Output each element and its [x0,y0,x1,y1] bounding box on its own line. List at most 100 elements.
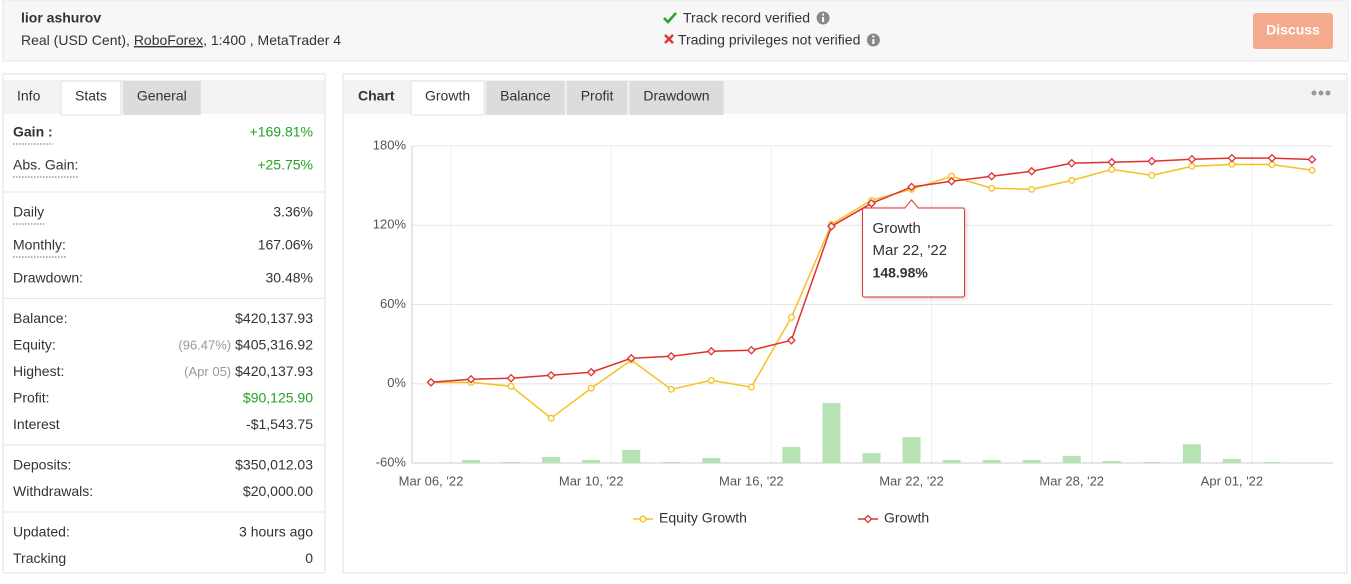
y-tick-label: 60% [380,296,406,311]
point [546,370,556,380]
tab[interactable] [566,81,628,115]
point [547,414,555,422]
tab-group: Growth Balance Profit Drawdown [410,80,724,116]
tab-label[interactable]: Drawdown [643,88,709,104]
point [1028,185,1036,193]
stat-value: -$1,543.75 [246,416,313,432]
stat-label: Daily [13,204,44,220]
stat-label: Updated: [13,524,70,540]
legend-label: Equity Growth [659,510,747,526]
point [1307,155,1317,164]
bar [582,459,601,463]
discuss-label[interactable]: Discuss [1266,22,1320,38]
info-icon[interactable] [816,11,830,25]
bar [1262,461,1281,463]
stat-label: Deposits: [13,457,71,473]
point [1107,157,1117,167]
point [987,171,997,181]
point [626,353,636,363]
bar [1182,444,1201,463]
bar [662,461,681,463]
stat-value: $20,000.00 [243,483,313,499]
header-bar [2,0,1349,62]
broker-link[interactable]: RoboForex [134,32,203,48]
stat-value: 3.36% [273,204,313,220]
trader-name: lior ashurov [21,10,101,26]
tab[interactable] [60,80,122,116]
point [1067,158,1077,168]
point [746,345,756,355]
x-tick-label: Mar 22, '22 [879,473,944,488]
chart: -60% 0% 60% 120% 180% Mar 06, '22 Mar 10, '22 M… [373,137,1333,526]
tooltip-title: Growth [873,220,921,237]
stats-list: Gain : +169.81% Abs. Gain: +25.75% Daily 3.36… [4,124,324,566]
bar [862,453,881,463]
verified-text: Track record verified [683,10,810,26]
stat-label: Balance: [13,310,67,326]
stat-label: Withdrawals: [13,483,93,499]
tooltip: Growth Mar 22, '22 148.98% [862,199,966,298]
tab[interactable] [122,81,201,115]
stat-label: Profit: [13,390,50,406]
bar [702,457,721,463]
stat-value: $90,125.90 [243,390,313,406]
x-tick-label: Mar 10, '22 [559,473,624,488]
legend-item[interactable]: Equity Growth [633,510,747,526]
bar [822,403,841,463]
account-details: , 1:400 , MetaTrader 4 [203,32,341,48]
tab[interactable] [629,81,724,115]
discuss-button[interactable] [1253,13,1333,49]
bar [1102,461,1121,463]
stat-label: Interest [13,416,60,432]
check-icon [663,12,677,24]
bar [742,462,761,463]
bar [1062,455,1081,463]
tab-label[interactable]: Balance [500,88,551,104]
point [787,313,795,321]
point [466,374,476,384]
tooltip-value: 148.98% [873,265,929,281]
tab[interactable] [486,81,565,115]
cross-icon [664,34,674,44]
y-tick-label: -60% [376,454,407,469]
bar [622,449,641,463]
account-info: Real (USD Cent), RoboForex, 1:400 , Meta… [21,32,341,48]
tab-label[interactable]: Stats [75,88,107,104]
y-tick-label: 0% [387,375,406,390]
stat-value: $420,137.93 [235,310,313,326]
panel-label: Chart [358,88,395,104]
point [947,176,957,186]
legend-marker [639,515,647,523]
stat-value: $420,137.93 [235,363,313,379]
stat-label: Drawdown: [13,270,83,286]
legend-item[interactable]: Growth [858,510,929,526]
point [1108,165,1116,173]
tab[interactable] [410,80,485,116]
stats-panel [2,73,326,574]
tab-label[interactable]: General [137,88,187,104]
tab-label[interactable]: Profit [581,88,614,104]
x-tick-label: Apr 01, '22 [1201,473,1263,488]
point [907,182,916,192]
bar [542,456,561,463]
point [706,346,716,356]
point [707,376,715,384]
stat-label: Gain : [13,124,53,140]
stat-label: Abs. Gain: [13,157,78,173]
stat-label: Monthly: [13,237,66,253]
point [586,367,596,377]
bar [1222,458,1241,463]
point [1068,176,1076,184]
y-tick-label: 120% [373,217,407,232]
x-tick-label: Mar 28, '22 [1039,473,1104,488]
menu-icon[interactable] [1311,90,1331,96]
legend-label: Growth [884,510,929,526]
stat-value: 3 hours ago [239,524,313,540]
x-tick-label: Mar 06, '22 [399,473,464,488]
info-icon[interactable] [866,33,880,47]
tab-label[interactable]: Growth [425,88,470,104]
tooltip-date: Mar 22, '22 [873,242,948,259]
account-type: Real (USD Cent), [21,32,134,48]
point [1147,156,1157,166]
